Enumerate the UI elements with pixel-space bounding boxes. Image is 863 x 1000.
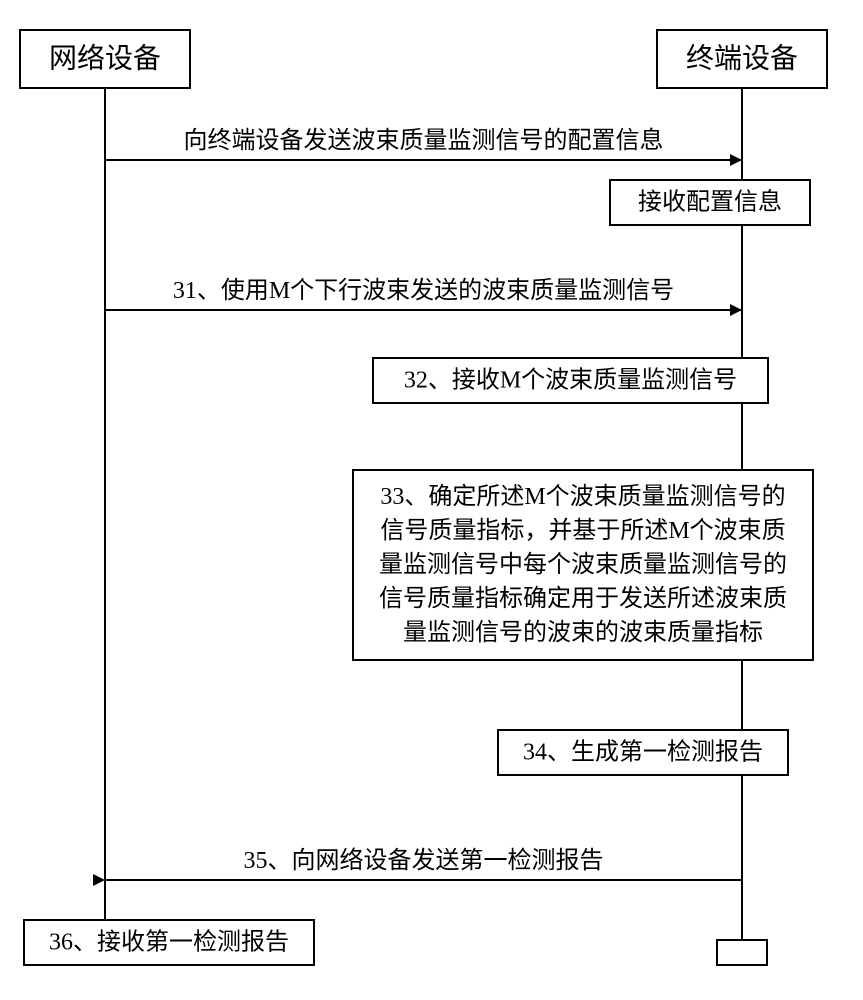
msg-31-label: 31、使用M个下行波束发送的波束质量监测信号 [173,277,674,304]
actor-label-terminal: 终端设备 [686,43,798,75]
msg-config-label: 向终端设备发送波束质量监测信号的配置信息 [184,127,664,154]
msg-35-label: 35、向网络设备发送第一检测报告 [244,847,604,874]
step-recv-config-label: 接收配置信息 [638,189,782,216]
step-33-label: 33、确定所述M个波束质量监测信号的信号质量指标，并基于所述M个波束质量监测信号… [379,483,787,646]
sequence-diagram: 网络设备 终端设备向终端设备发送波束质量监测信号的配置信息 31、使用M个下行波束发… [0,0,863,1000]
actor-label-network: 网络设备 [49,43,161,75]
step-34-label: 34、生成第一检测报告 [523,739,763,766]
step-32-label: 32、接收M个波束质量监测信号 [404,367,737,394]
lifeline-endcap-terminal [717,940,767,965]
step-36-label: 36、接收第一检测报告 [49,929,289,956]
